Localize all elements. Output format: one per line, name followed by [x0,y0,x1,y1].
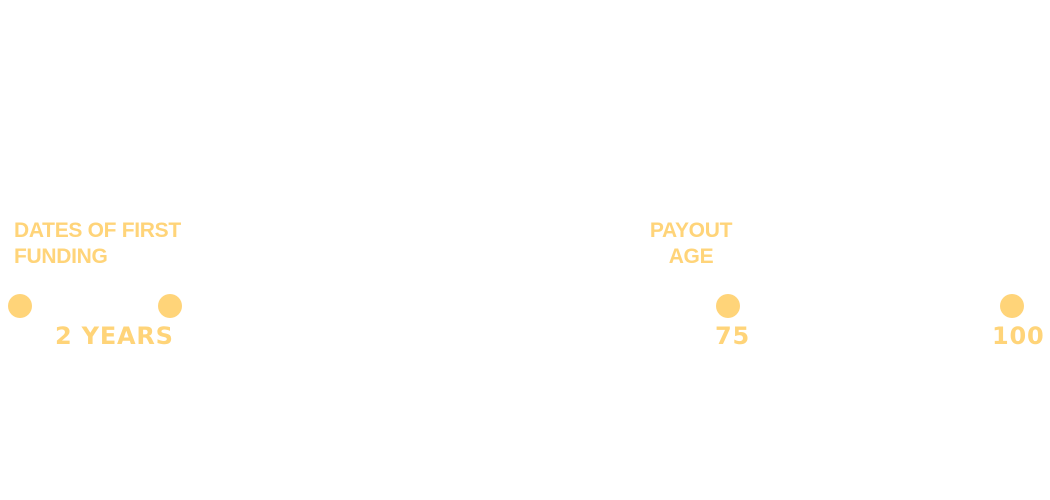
payout-age-label-line-1: PAYOUT [649,219,733,242]
timeline-dot-2-years [158,294,182,318]
age-75-value: 75 [715,322,750,350]
two-years-value: 2 YEARS [55,322,174,350]
age-100-value: 100 [992,322,1045,350]
first-funding-label-line-1: DATES OF FIRST [14,219,181,242]
first-funding-label-line-2: FUNDING [14,245,108,268]
payout-age-label-line-2: AGE [668,245,714,268]
payout-age-label: PAYOUT AGE [648,218,734,270]
first-funding-label: DATES OF FIRST FUNDING [14,218,181,270]
timeline-dot-age-100 [1000,294,1024,318]
timeline-dot-age-75 [716,294,740,318]
timeline-dot-first-funding [8,294,32,318]
